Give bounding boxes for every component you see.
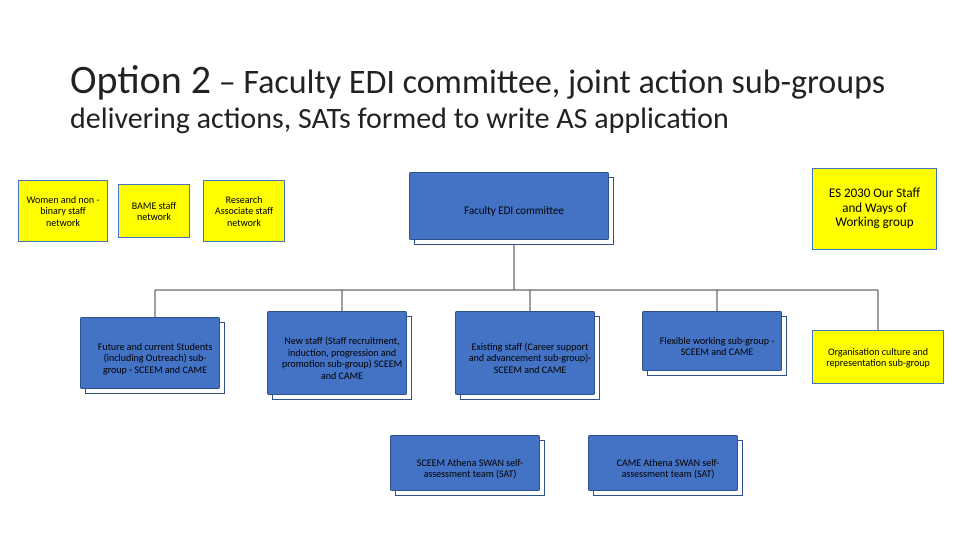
node-flexible: Flexible working sub-group - SCEEM and C… xyxy=(647,316,787,376)
title-lead: Option 2 xyxy=(70,55,211,104)
node-faculty: Faculty EDI committee xyxy=(414,177,614,245)
slide-subtitle: delivering actions, SATs formed to write… xyxy=(70,100,729,137)
node-women: Women and non -binary staff network xyxy=(18,180,108,242)
slide-title: Option 2 – Faculty EDI committee, joint … xyxy=(70,55,885,104)
node-es2030: ES 2030 Our Staff and Ways of Working gr… xyxy=(812,168,937,250)
node-bame: BAME staff network xyxy=(118,184,190,238)
node-existing: Existing staff (Career support and advan… xyxy=(460,316,600,400)
node-came_sat: CAME Athena SWAN self-assessment team (S… xyxy=(593,440,743,496)
title-rest: – Faculty EDI committee, joint action su… xyxy=(211,62,885,103)
node-sceem_sat: SCEEM Athena SWAN self-assessment team (… xyxy=(395,440,545,496)
node-orgculture: Organisation culture and representation … xyxy=(812,330,944,384)
node-newstaff: New staff (Staff recruitment, induction,… xyxy=(272,316,412,400)
node-future: Future and current Students (including O… xyxy=(85,322,225,394)
node-research: Research Associate staff network xyxy=(203,180,285,242)
